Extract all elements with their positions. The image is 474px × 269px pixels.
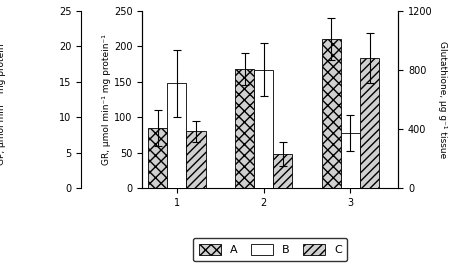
Bar	[322, 39, 341, 188]
Bar	[235, 69, 254, 188]
Bar	[254, 70, 273, 188]
Bar	[148, 128, 167, 188]
Y-axis label: Glutathione, µg g⁻¹ tissue: Glutathione, µg g⁻¹ tissue	[438, 41, 447, 158]
Bar	[273, 154, 292, 188]
Bar	[341, 133, 360, 188]
Y-axis label: GR, µmol min⁻¹ mg protein⁻¹: GR, µmol min⁻¹ mg protein⁻¹	[102, 34, 111, 165]
Y-axis label: GP, µmol min⁻¹ mg protein⁻¹: GP, µmol min⁻¹ mg protein⁻¹	[0, 34, 6, 165]
Bar	[167, 83, 186, 188]
Bar	[186, 132, 206, 188]
Bar	[360, 58, 379, 188]
Legend: A, B, C: A, B, C	[193, 238, 347, 261]
